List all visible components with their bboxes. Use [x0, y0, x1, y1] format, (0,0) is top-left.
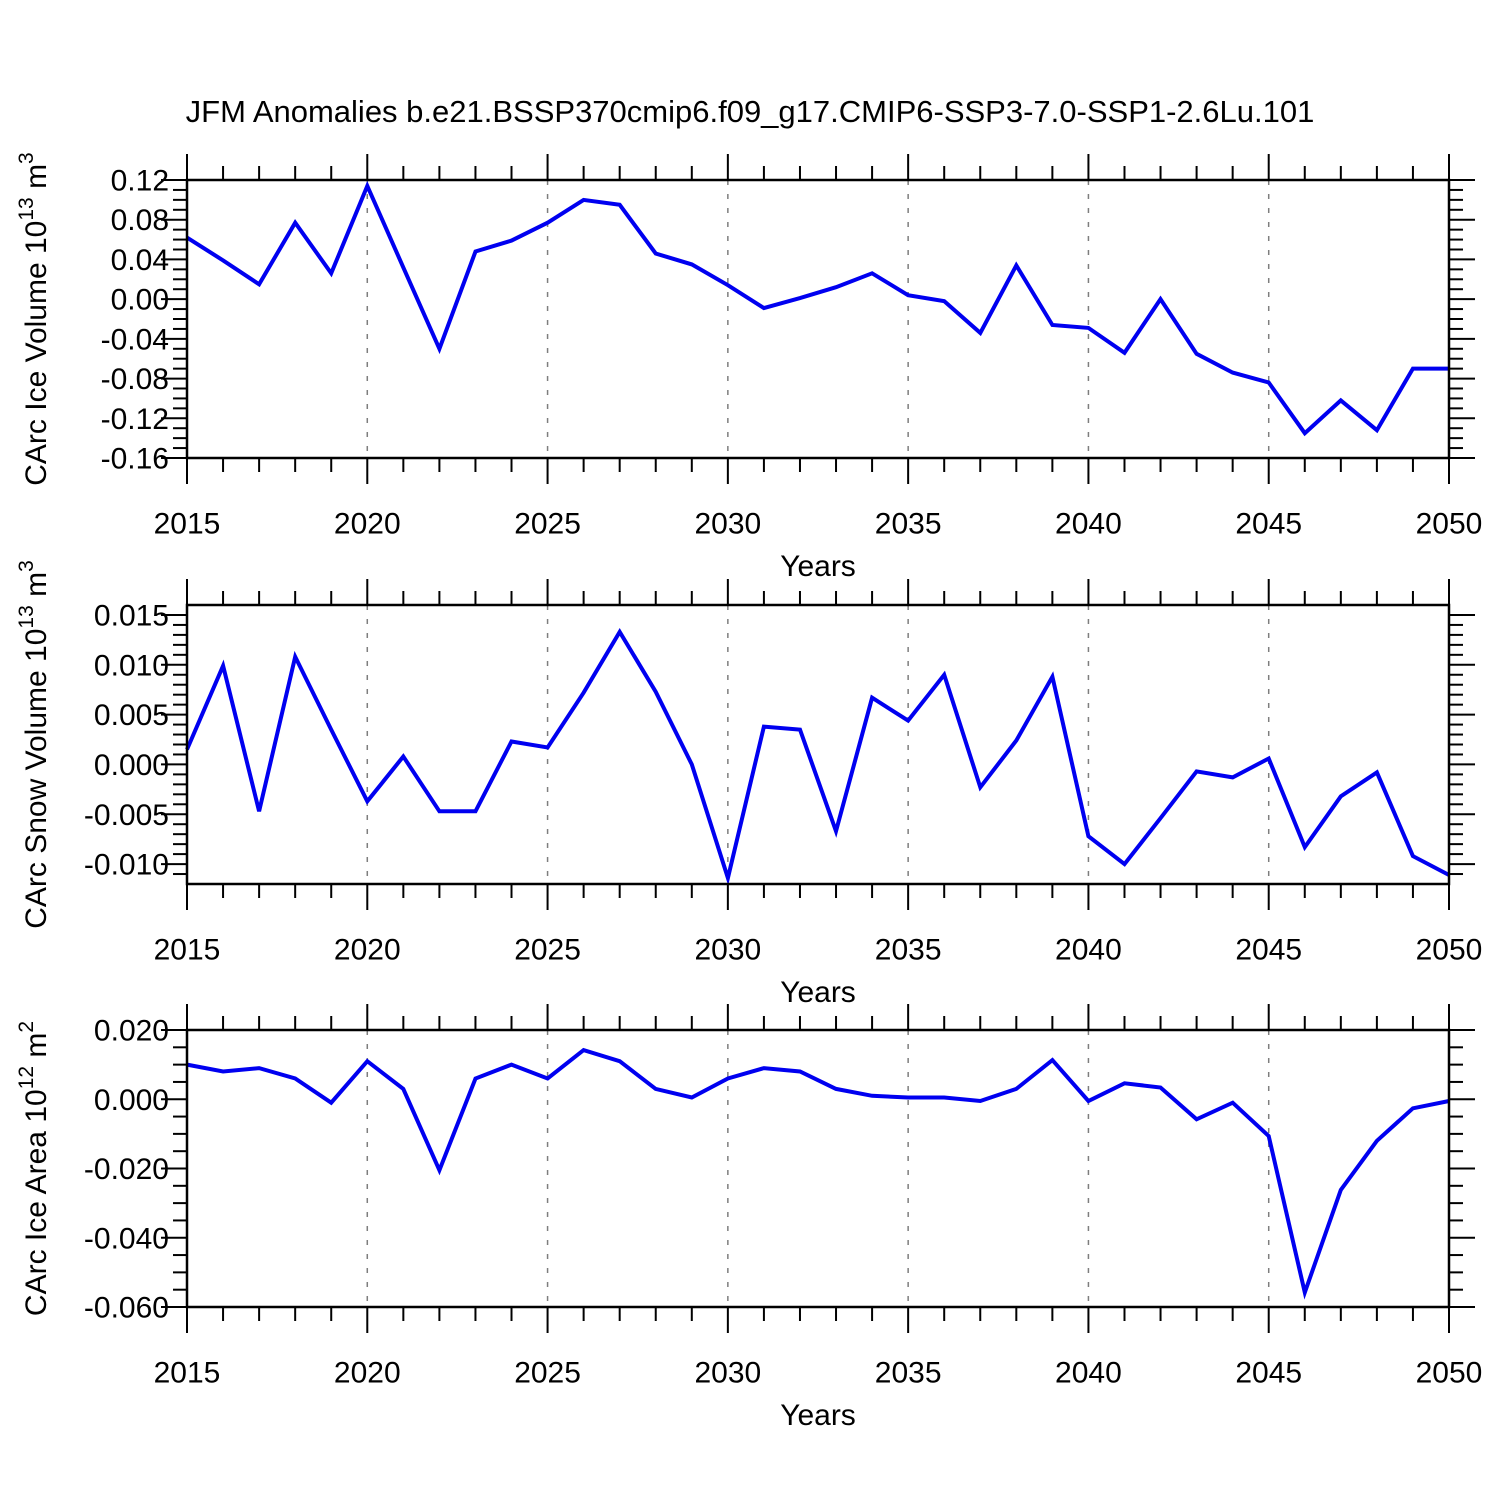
- ice-volume-ticks: [161, 154, 1475, 484]
- y-tick-label: -0.040: [84, 1222, 169, 1255]
- x-tick-label: 2030: [694, 1357, 761, 1390]
- ice-volume-frame: [185, 178, 1451, 460]
- snow-volume-x-axis-title: Years: [780, 976, 856, 1009]
- y-tick-label: -0.005: [84, 799, 169, 832]
- y-tick-label: 0.000: [94, 1084, 169, 1117]
- y-tick-label: 0.08: [111, 204, 169, 237]
- snow-volume-ticks: [161, 579, 1475, 910]
- snow-volume-y-axis-title: CArc Snow Volume 1013 m3: [15, 560, 53, 929]
- ice-area-x-axis-title: Years: [780, 1399, 856, 1432]
- x-tick-label: 2015: [154, 934, 221, 967]
- y-tick-label: 0.00: [111, 284, 169, 317]
- x-tick-label: 2040: [1055, 934, 1122, 967]
- y-tick-label: -0.060: [84, 1292, 169, 1325]
- ice-volume-series-line: [185, 180, 1449, 437]
- x-tick-label: 2050: [1416, 934, 1483, 967]
- y-tick-label: -0.16: [101, 443, 169, 476]
- y-tick-label: 0.020: [94, 1015, 169, 1048]
- x-tick-label: 2025: [514, 934, 581, 967]
- x-tick-label: 2020: [334, 1357, 401, 1390]
- ice-volume-y-axis-title: CArc Ice Volume 1013 m3: [15, 152, 53, 486]
- y-tick-label: -0.020: [84, 1153, 169, 1186]
- ice-area-y-tick-labels: 0.020 0.000 -0.020 -0.040 -0.060 2015 2020 2025…: [84, 1015, 1482, 1390]
- x-tick-label: 2025: [514, 1357, 581, 1390]
- y-tick-label: -0.08: [101, 363, 169, 396]
- y-tick-label: 0.010: [94, 649, 169, 682]
- x-tick-label: 2015: [154, 1357, 221, 1390]
- snow-volume-series-line: [185, 628, 1450, 886]
- ice-area-ticks: [161, 1004, 1475, 1333]
- ice-area-panel: 0.020 0.000 -0.020 -0.040 -0.060 2015 2020 2025…: [15, 1004, 1482, 1432]
- x-tick-label: 2020: [334, 934, 401, 967]
- ice-volume-y-tick-labels: 0.12 0.08 0.04 0.00 -0.04 -0.08 -0.12 -0.16 2015…: [101, 165, 1483, 541]
- x-tick-label: 2045: [1235, 508, 1302, 541]
- ice-volume-panel: 0.12 0.08 0.04 0.00 -0.04 -0.08 -0.12 -0.16 2015…: [15, 152, 1482, 583]
- snow-volume-panel: 0.015 0.010 0.005 0.000 -0.005 -0.010 2015 2020…: [15, 560, 1482, 1009]
- ice-volume-x-axis-title: Years: [780, 550, 856, 583]
- y-tick-label: 0.015: [94, 599, 169, 632]
- y-tick-label: -0.12: [101, 403, 169, 436]
- x-tick-label: 2050: [1416, 508, 1483, 541]
- y-tick-label: -0.010: [84, 849, 169, 882]
- y-tick-label: 0.005: [94, 699, 169, 732]
- snow-volume-y-tick-labels: 0.015 0.010 0.005 0.000 -0.005 -0.010 2015 2020…: [84, 599, 1482, 966]
- y-tick-label: 0.000: [94, 749, 169, 782]
- x-tick-label: 2030: [694, 508, 761, 541]
- x-tick-label: 2025: [514, 508, 581, 541]
- ice-area-frame: [185, 1028, 1451, 1309]
- x-tick-label: 2015: [154, 508, 221, 541]
- x-tick-label: 2040: [1055, 508, 1122, 541]
- x-tick-label: 2045: [1235, 934, 1302, 967]
- x-tick-label: 2035: [875, 934, 942, 967]
- y-tick-label: 0.12: [111, 165, 169, 198]
- x-tick-label: 2050: [1416, 1357, 1483, 1390]
- x-tick-label: 2030: [694, 934, 761, 967]
- y-tick-label: -0.04: [101, 323, 169, 356]
- figure-title: JFM Anomalies b.e21.BSSP370cmip6.f09_g17…: [185, 94, 1315, 129]
- y-tick-label: 0.04: [111, 244, 169, 277]
- x-tick-label: 2035: [875, 508, 942, 541]
- x-tick-label: 2040: [1055, 1357, 1122, 1390]
- ice-area-y-axis-title: CArc Ice Area 1012 m2: [15, 1021, 53, 1316]
- x-tick-label: 2035: [875, 1357, 942, 1390]
- x-tick-label: 2045: [1235, 1357, 1302, 1390]
- ice-area-series-line: [186, 1047, 1450, 1300]
- x-tick-label: 2020: [334, 508, 401, 541]
- snow-volume-frame: [185, 603, 1451, 886]
